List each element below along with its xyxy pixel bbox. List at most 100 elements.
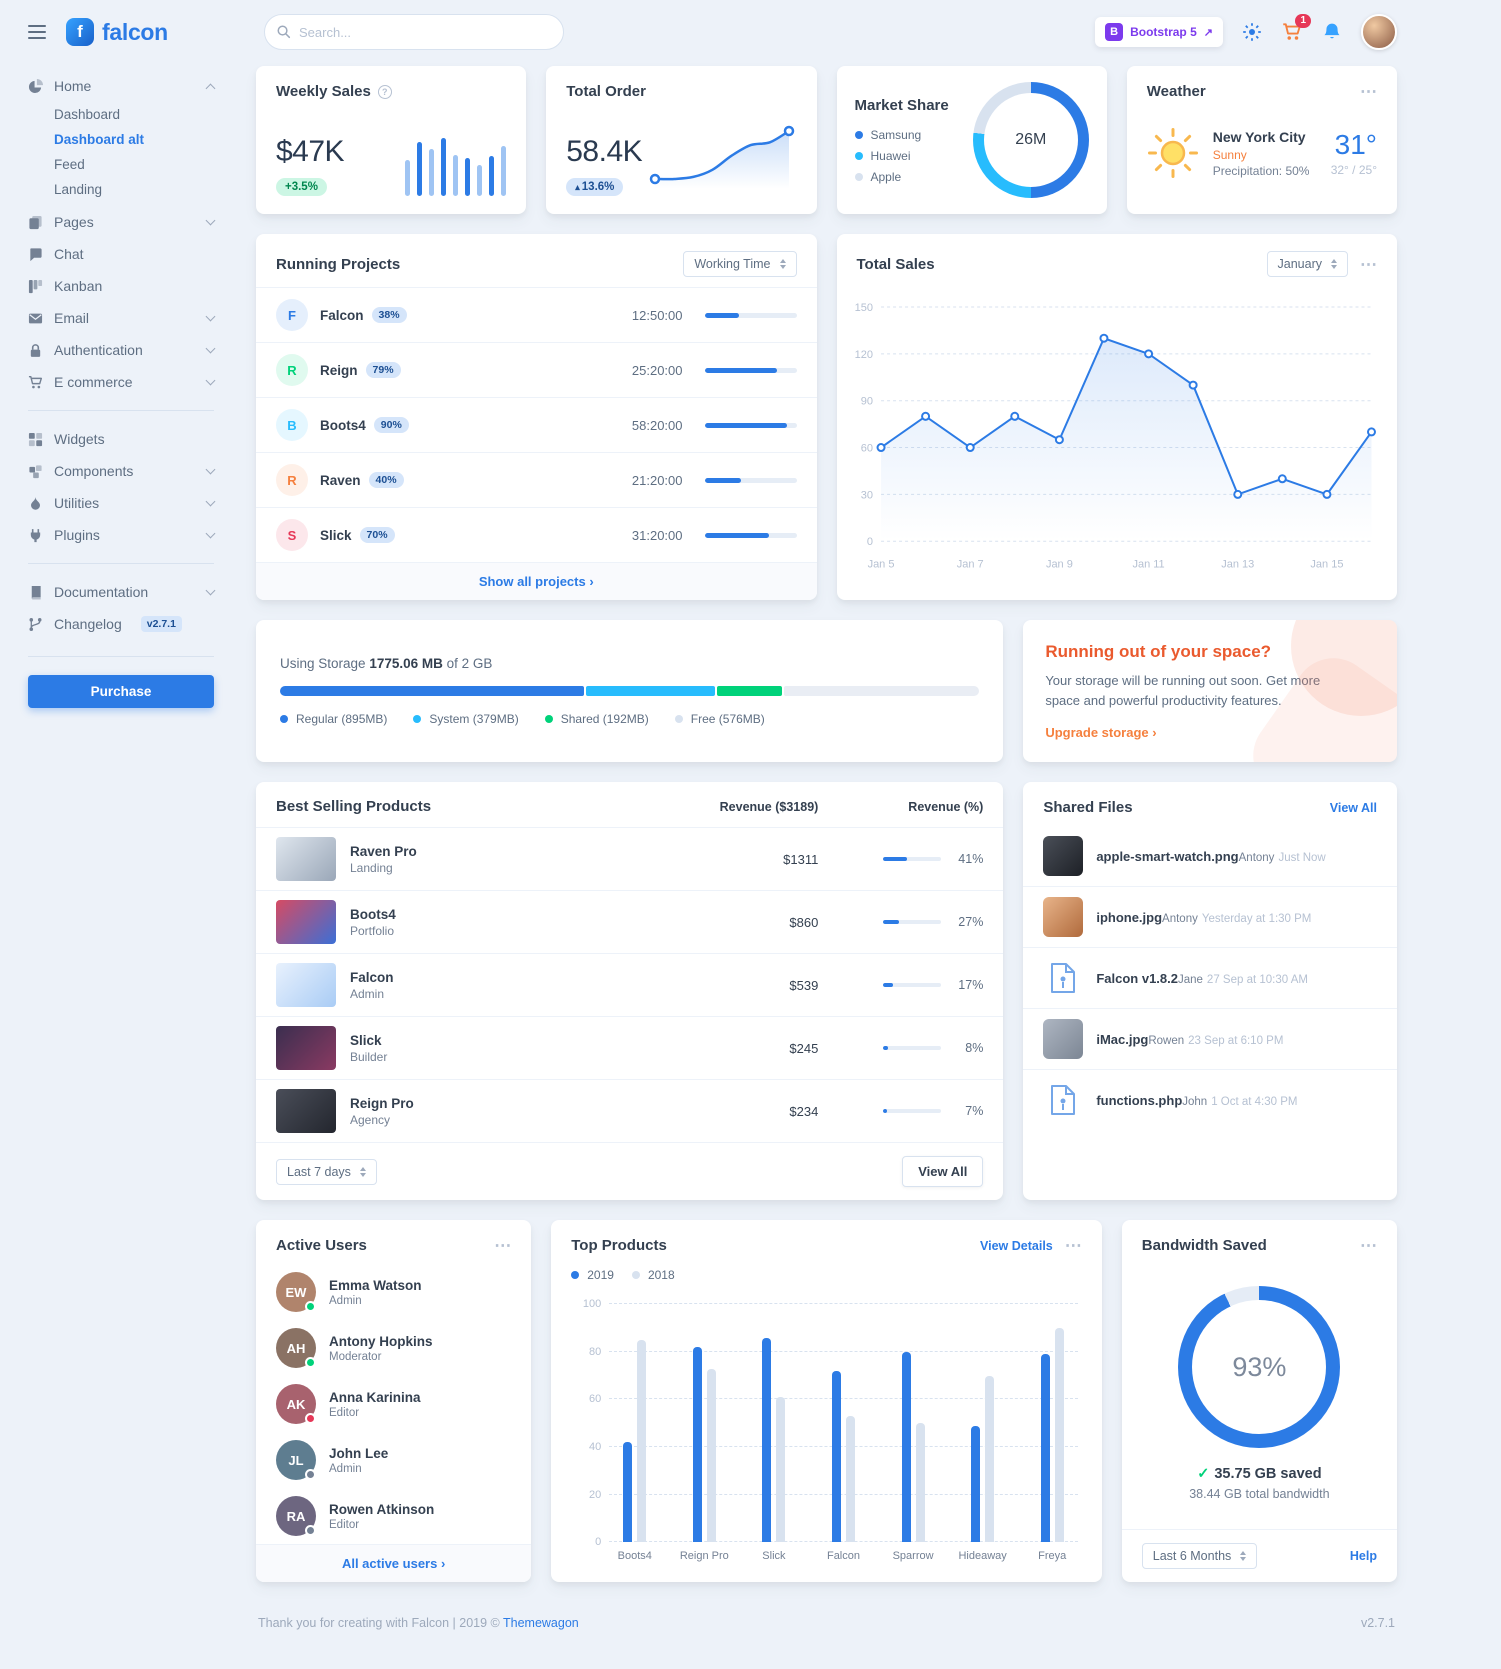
footer-brand-link[interactable]: Themewagon — [503, 1616, 579, 1631]
chevron-down-icon — [205, 585, 216, 596]
notifications-bell-icon[interactable] — [1321, 21, 1343, 43]
product-name[interactable]: Reign Pro — [350, 1095, 414, 1111]
sidebar-item-widgets[interactable]: Widgets — [28, 423, 214, 455]
project-name[interactable]: Boots4 — [320, 417, 366, 433]
brand[interactable]: f falcon — [66, 18, 168, 46]
file-name[interactable]: iphone.jpg — [1096, 910, 1163, 926]
file-name[interactable]: apple-smart-watch.png — [1096, 849, 1239, 865]
status-indicator — [305, 1413, 316, 1425]
working-time-select[interactable]: Working Time — [683, 251, 797, 277]
bar-2018 — [776, 1397, 786, 1543]
user-name[interactable]: Anna Karinina — [329, 1389, 421, 1405]
settings-gear-icon[interactable] — [1241, 21, 1263, 43]
product-name[interactable]: Raven Pro — [350, 843, 417, 859]
bar — [453, 155, 459, 196]
total-order-chart — [647, 121, 797, 196]
view-all-button[interactable]: View All — [902, 1156, 984, 1188]
user-role: Editor — [329, 1406, 360, 1419]
total-order-trend-badge: ▴ 13.6% — [566, 178, 624, 196]
weather-precipitation: Precipitation: 50% — [1212, 163, 1310, 178]
card-menu-icon[interactable] — [1360, 1237, 1377, 1254]
card-menu-icon[interactable] — [1360, 256, 1377, 273]
sidebar-item-plugins[interactable]: Plugins — [28, 519, 216, 551]
shared-files-list: apple-smart-watch.pngAntony Just Now iphon… — [1023, 826, 1397, 1130]
legend-dot — [544, 715, 553, 724]
project-name[interactable]: Raven — [320, 472, 361, 488]
project-progress-bar — [704, 367, 797, 373]
storage-total-label: of 2 GB — [446, 656, 493, 672]
product-name[interactable]: Falcon — [350, 969, 394, 985]
column-header-revenue: Revenue ($3189) — [719, 799, 819, 814]
widgets-icon — [28, 432, 43, 447]
user-name[interactable]: Rowen Atkinson — [329, 1501, 435, 1517]
help-link[interactable]: Help — [1349, 1549, 1377, 1564]
sidebar-item-label: Components — [54, 463, 134, 479]
file-name[interactable]: functions.php — [1096, 1093, 1183, 1109]
hamburger-menu-icon[interactable] — [24, 21, 50, 43]
project-name[interactable]: Reign — [320, 362, 358, 378]
file-name[interactable]: Falcon v1.8.2 — [1096, 971, 1178, 987]
bootstrap-badge[interactable]: B Bootstrap 5 ↗ — [1095, 17, 1223, 47]
product-row: Boots4 Portfolio $860 27% — [256, 890, 1004, 953]
sidebar-item-documentation[interactable]: Documentation — [28, 576, 216, 608]
view-all-files-link[interactable]: View All — [1329, 800, 1377, 815]
months-select[interactable]: Last 6 Months — [1141, 1543, 1258, 1570]
legend-dot — [413, 715, 422, 724]
file-name[interactable]: iMac.jpg — [1096, 1032, 1149, 1048]
upgrade-storage-link[interactable]: Upgrade storage — [1045, 725, 1375, 740]
sidebar-item-e-commerce[interactable]: E commerce — [28, 366, 216, 398]
sidebar-item-changelog[interactable]: Changelog v2.7.1 — [28, 608, 214, 640]
card-menu-icon[interactable] — [494, 1237, 511, 1254]
svg-text:120: 120 — [854, 349, 872, 361]
project-name[interactable]: Falcon — [320, 307, 364, 323]
sidebar-item-pages[interactable]: Pages — [28, 206, 216, 238]
sidebar-item-utilities[interactable]: Utilities — [28, 487, 216, 519]
sidebar-subitem-landing[interactable]: Landing — [54, 182, 103, 197]
status-indicator — [305, 1357, 316, 1369]
sidebar-item-authentication[interactable]: Authentication — [28, 334, 216, 366]
gridline — [609, 1350, 1078, 1352]
all-active-users-link[interactable]: All active users — [256, 1544, 532, 1583]
sidebar-item-chat[interactable]: Chat — [28, 238, 214, 270]
sidebar-subitem-dashboard[interactable]: Dashboard — [54, 107, 121, 122]
date-range-select[interactable]: Last 7 days — [276, 1158, 377, 1185]
cart-icon[interactable]: 1 — [1281, 14, 1311, 43]
show-all-projects-link[interactable]: Show all projects — [256, 562, 817, 600]
sidebar-item-kanban[interactable]: Kanban — [28, 270, 214, 302]
card-menu-icon[interactable] — [1360, 83, 1377, 100]
weekly-sales-trend-badge: +3.5% — [276, 178, 327, 196]
svg-text:30: 30 — [860, 489, 872, 501]
select-value: Working Time — [694, 257, 771, 271]
user-name[interactable]: Emma Watson — [329, 1277, 422, 1293]
legend-item[interactable]: 2018 — [631, 1268, 675, 1282]
project-name[interactable]: Slick — [320, 527, 352, 543]
view-details-link[interactable]: View Details — [980, 1238, 1053, 1253]
user-avatar[interactable] — [1361, 14, 1397, 50]
product-thumbnail — [276, 1026, 336, 1071]
total-order-value: 58.4K — [566, 135, 643, 168]
sidebar-item-home[interactable]: Home — [28, 70, 216, 102]
plugins-icon — [28, 528, 43, 543]
user-role: Editor — [329, 1518, 360, 1531]
legend-item[interactable]: 2019 — [571, 1268, 614, 1282]
file-time: 1 Oct at 4:30 PM — [1211, 1096, 1298, 1109]
user-name[interactable]: Antony Hopkins — [329, 1333, 433, 1349]
file-owner: Rowen — [1148, 1035, 1185, 1048]
month-select[interactable]: January — [1266, 251, 1348, 277]
product-name[interactable]: Boots4 — [350, 906, 396, 922]
sidebar-subitem-dashboard-alt[interactable]: Dashboard alt — [54, 132, 145, 147]
sidebar-item-components[interactable]: Components — [28, 455, 216, 487]
product-name[interactable]: Slick — [350, 1032, 382, 1048]
purchase-button[interactable]: Purchase — [28, 675, 214, 708]
bandwidth-total-value: 38.44 GB total bandwidth — [1189, 1487, 1330, 1502]
revenue-percent: 27% — [958, 915, 984, 930]
top-products-card: Top Products View Details 2019 2018 0 20 40… — [551, 1220, 1102, 1583]
search-input[interactable] — [264, 14, 564, 50]
info-icon[interactable]: ? — [377, 84, 392, 99]
card-menu-icon[interactable] — [1065, 1237, 1082, 1254]
sidebar-subitem-feed[interactable]: Feed — [54, 157, 85, 172]
sidebar-item-email[interactable]: Email — [28, 302, 216, 334]
project-time: 31:20:00 — [631, 527, 683, 543]
user-name[interactable]: John Lee — [329, 1445, 389, 1461]
